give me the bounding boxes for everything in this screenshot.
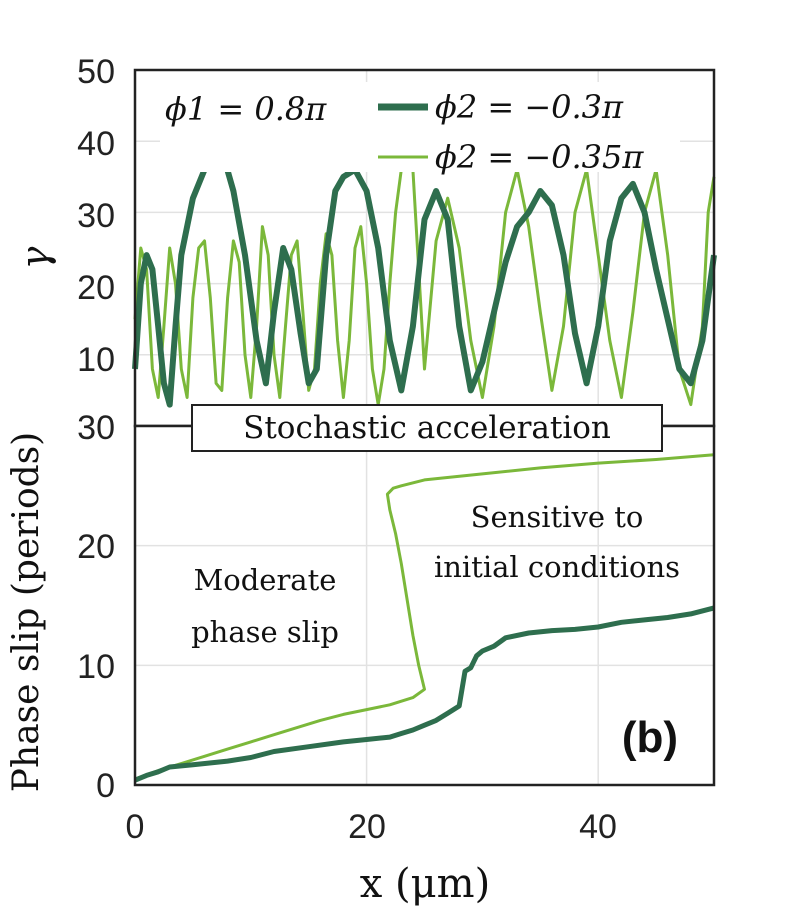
top-y-tick: 10 [77, 341, 115, 379]
top-series [132, 139, 717, 408]
x-tick: 40 [579, 808, 617, 846]
bottom-series-line-light [134, 453, 715, 781]
top-y-axis-label: γ [13, 246, 57, 269]
bottom-series [134, 453, 715, 783]
bottom-y-tick: 20 [77, 528, 115, 566]
bottom-panel: 30 20 10 0 0 20 40 Phase slip (periods) … [6, 404, 716, 907]
bottom-y-tick: 10 [77, 648, 115, 686]
x-tick: 0 [126, 808, 145, 846]
x-axis-label: x (μm) [360, 861, 490, 907]
moderate-label-line2: phase slip [191, 615, 339, 649]
phi1-label: ϕ1 = 0.8π [165, 90, 327, 128]
bottom-y-tick: 0 [96, 767, 115, 805]
top-y-tick: 30 [77, 197, 115, 235]
panel-label: (b) [622, 713, 678, 762]
bottom-y-axis-label: Phase slip (periods) [6, 432, 47, 792]
moderate-label-line1: Moderate [194, 563, 337, 597]
legend-entry-light: ϕ2 = −0.35π [435, 138, 644, 176]
sensitive-label-line2: initial conditions [434, 550, 680, 584]
bottom-grid [135, 426, 714, 785]
bottom-y-tick: 30 [77, 409, 115, 447]
stochastic-box [191, 404, 663, 452]
top-y-tick: 40 [77, 125, 115, 163]
x-tick: 20 [348, 808, 386, 846]
top-y-tick: 20 [77, 269, 115, 307]
stochastic-label: Stochastic acceleration [243, 410, 611, 446]
top-y-tick: 50 [77, 53, 115, 91]
bottom-series-line-dark [134, 605, 715, 783]
top-series-line-light [133, 139, 716, 407]
sensitive-label-line1: Sensitive to [471, 500, 644, 534]
legend-entry-dark: ϕ2 = −0.3π [435, 88, 624, 126]
top-series-line-dark [132, 156, 717, 408]
top-panel: 50 40 30 20 10 γ ϕ1 = 0.8π ϕ2 = −0.3π ϕ2… [13, 53, 717, 428]
